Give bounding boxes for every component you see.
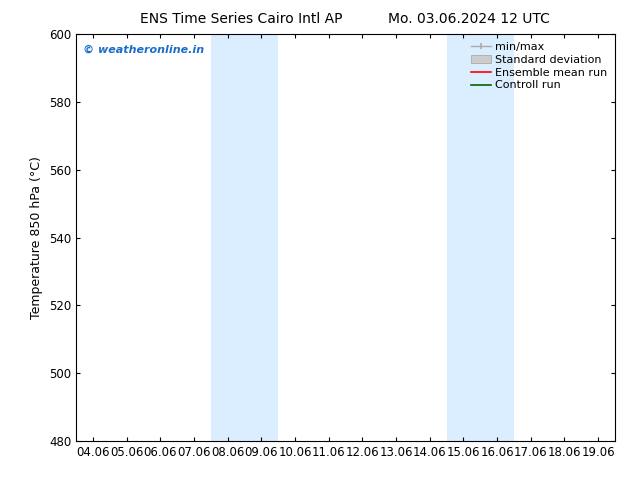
Bar: [210, 34, 278, 441]
Text: ENS Time Series Cairo Intl AP: ENS Time Series Cairo Intl AP: [139, 12, 342, 26]
Legend: min/max, Standard deviation, Ensemble mean run, Controll run: min/max, Standard deviation, Ensemble me…: [469, 40, 609, 93]
Text: Mo. 03.06.2024 12 UTC: Mo. 03.06.2024 12 UTC: [388, 12, 550, 26]
Bar: [446, 34, 514, 441]
Y-axis label: Temperature 850 hPa (°C): Temperature 850 hPa (°C): [30, 156, 43, 319]
Text: © weatheronline.in: © weatheronline.in: [82, 45, 204, 54]
